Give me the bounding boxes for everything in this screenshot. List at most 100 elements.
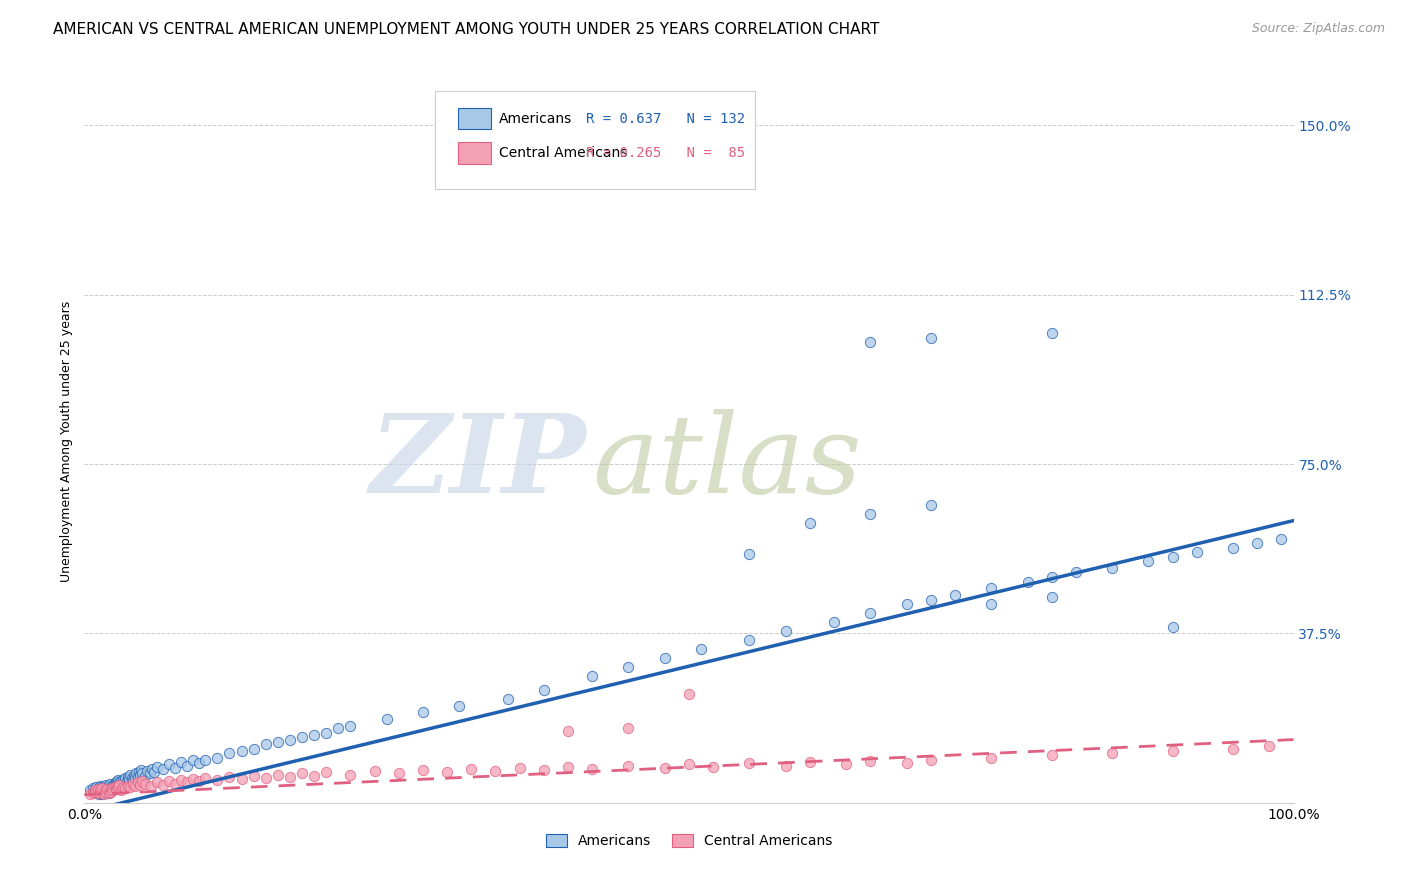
Point: [138, 766, 160, 780]
Point: [103, 780, 125, 795]
Y-axis label: Unemployment Among Youth under 25 years: Unemployment Among Youth under 25 years: [60, 301, 73, 582]
Point: [97, 782, 120, 797]
Point: [1185, 545, 1208, 559]
Point: [315, 765, 337, 780]
Point: [110, 779, 132, 793]
Point: [339, 768, 361, 782]
FancyBboxPatch shape: [458, 108, 491, 129]
Point: [100, 780, 122, 794]
Point: [86, 786, 108, 800]
Point: [194, 771, 217, 785]
Point: [79, 783, 101, 797]
Point: [83, 786, 105, 800]
Point: [617, 758, 640, 772]
Point: [157, 757, 180, 772]
Point: [146, 760, 169, 774]
Point: [920, 331, 942, 345]
Point: [207, 773, 229, 788]
Point: [115, 774, 138, 789]
Point: [738, 756, 761, 770]
Point: [1101, 561, 1123, 575]
Point: [460, 762, 482, 776]
Point: [98, 777, 121, 791]
Point: [104, 777, 127, 791]
Point: [97, 786, 120, 800]
Point: [104, 780, 127, 794]
Point: [98, 784, 121, 798]
Point: [90, 786, 112, 800]
Point: [1161, 744, 1184, 758]
Point: [267, 735, 290, 749]
Point: [690, 642, 713, 657]
Text: AMERICAN VS CENTRAL AMERICAN UNEMPLOYMENT AMONG YOUTH UNDER 25 YEARS CORRELATION: AMERICAN VS CENTRAL AMERICAN UNEMPLOYMEN…: [53, 22, 880, 37]
Point: [291, 766, 314, 780]
Point: [104, 780, 127, 794]
Point: [114, 771, 136, 785]
Point: [108, 775, 131, 789]
Point: [738, 548, 761, 562]
Point: [1258, 739, 1281, 754]
Point: [980, 750, 1002, 764]
Point: [896, 756, 918, 770]
Point: [107, 777, 129, 791]
Point: [121, 771, 143, 785]
Point: [94, 782, 117, 797]
Point: [118, 772, 141, 787]
Point: [581, 669, 603, 683]
Point: [449, 698, 471, 713]
Point: [96, 782, 118, 797]
Point: [775, 624, 797, 639]
Point: [129, 764, 152, 778]
Point: [112, 775, 135, 789]
Point: [87, 780, 110, 795]
Point: [218, 770, 240, 784]
Point: [291, 731, 314, 745]
Point: [104, 775, 127, 789]
Point: [120, 768, 142, 782]
Point: [131, 774, 153, 789]
Point: [278, 770, 301, 784]
Point: [86, 782, 108, 797]
Point: [617, 660, 640, 674]
Point: [104, 782, 127, 797]
Point: [101, 782, 124, 797]
Point: [254, 771, 277, 785]
Point: [94, 784, 117, 798]
Point: [100, 784, 122, 798]
Point: [121, 777, 143, 791]
Point: [194, 753, 217, 767]
Point: [799, 755, 821, 769]
Point: [122, 769, 145, 783]
Point: [176, 758, 198, 772]
Point: [90, 783, 112, 797]
Point: [799, 516, 821, 530]
Point: [1017, 574, 1039, 589]
Point: [509, 761, 531, 775]
Point: [654, 761, 676, 775]
Point: [1222, 541, 1244, 555]
Point: [388, 766, 411, 780]
Point: [129, 768, 152, 782]
Point: [328, 721, 350, 735]
Point: [484, 764, 506, 779]
Point: [84, 782, 107, 797]
Point: [90, 784, 112, 798]
Point: [94, 784, 117, 798]
Point: [188, 774, 211, 789]
Point: [859, 606, 882, 620]
Point: [105, 779, 128, 793]
Point: [134, 769, 156, 783]
Point: [90, 780, 112, 794]
Point: [859, 754, 882, 768]
Point: [363, 764, 385, 779]
Point: [108, 778, 131, 792]
Point: [111, 777, 134, 791]
Point: [617, 721, 640, 735]
Point: [375, 712, 398, 726]
Point: [254, 737, 277, 751]
Text: R = 0.265   N =  85: R = 0.265 N = 85: [586, 146, 745, 161]
Point: [835, 757, 858, 772]
Point: [114, 781, 136, 796]
Point: [139, 779, 162, 793]
FancyBboxPatch shape: [458, 143, 491, 164]
